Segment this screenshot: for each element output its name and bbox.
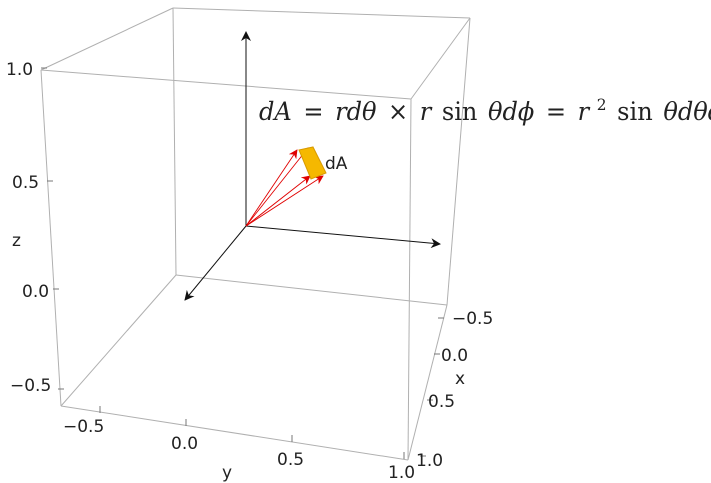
- patch-label: dA: [325, 154, 348, 174]
- z-tick-label: −0.5: [10, 376, 51, 396]
- y-tick-label: 0.0: [171, 434, 198, 454]
- radial-vector: [245, 147, 309, 227]
- y-tick-label: 0.5: [277, 450, 304, 470]
- radial-vector: [245, 175, 311, 227]
- x-tick-label: 0.5: [428, 392, 455, 412]
- x-axis-arrow: [245, 225, 441, 249]
- x-axis-label: x: [455, 369, 465, 389]
- z-axis-label: z: [12, 231, 21, 251]
- tick-marks: [41, 67, 444, 459]
- area-patch: [298, 146, 327, 180]
- radial-vector: [245, 175, 324, 227]
- radial-vectors: [245, 147, 324, 227]
- z-tick-label: 0.0: [22, 282, 49, 302]
- x-tick-label: −0.5: [452, 309, 493, 329]
- y-axis-label: y: [222, 463, 232, 483]
- y-tick-label: 1.0: [388, 463, 415, 483]
- bounding-box: [40, 7, 471, 461]
- area-element-equation: dA = rdθ × r sin θdϕ = r 2 sin θdθdϕ: [259, 87, 711, 127]
- y-tick-label: −0.5: [63, 417, 104, 437]
- z-tick-label: 0.5: [12, 173, 39, 193]
- coordinate-axes: [184, 31, 441, 301]
- z-tick-label: 1.0: [6, 60, 33, 80]
- x-tick-label: 1.0: [416, 451, 443, 471]
- x-tick-label: 0.0: [441, 346, 468, 366]
- radial-vector: [245, 149, 298, 227]
- y-axis-arrow: [184, 225, 247, 301]
